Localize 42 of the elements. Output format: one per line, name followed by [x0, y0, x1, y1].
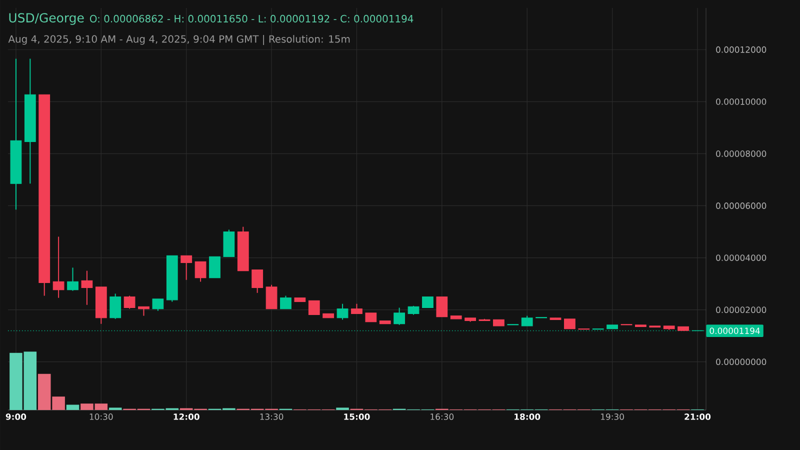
chart-title: USD/George [9, 13, 84, 25]
y-tick-label: 0.00008000 [716, 150, 766, 157]
candlestick [194, 261, 206, 282]
x-tick-label: 21:00 [684, 414, 711, 420]
y-tick-label: 0.00002000 [716, 306, 766, 314]
candlestick [422, 296, 434, 308]
y-tick-label: 0.00000000 [716, 358, 766, 366]
candlestick [266, 284, 278, 310]
bar [66, 404, 80, 410]
y-tick-label: 0.00006000 [716, 202, 766, 209]
x-tick-label: 19:30 [601, 414, 624, 420]
candlestick [394, 307, 406, 326]
candlestick [564, 318, 576, 330]
candlestick [67, 267, 78, 292]
candlestick [152, 298, 164, 312]
candlestick [52, 236, 64, 298]
x-tick-label: 9:00 [6, 414, 26, 420]
candlestick [81, 270, 93, 306]
x-tick-label: 12:00 [174, 414, 200, 420]
candlestick [110, 293, 122, 320]
candlestick [138, 306, 150, 316]
ref-line-label: 0.00001194 [710, 328, 760, 334]
x-tick-label: 10:30 [90, 414, 113, 420]
annotation: O: 0.00006862 - H: 0.00011650 - L: 0.00001192 - C: 0.00001194 [90, 14, 414, 22]
x-tick-label: 15:00 [344, 414, 370, 420]
x-tick-label: 16:30 [430, 414, 454, 420]
y-tick-label: 0.00010000 [716, 98, 766, 105]
candlestick [124, 295, 136, 310]
candlestick [280, 295, 292, 310]
candlestick [351, 303, 362, 314]
candlestick [209, 256, 220, 278]
x-tick-label: 18:00 [514, 414, 540, 420]
candlestick [336, 303, 348, 320]
text: Aug 4, 2025, 9:10 AM - Aug 4, 2025, 9:04 PM GMT | Resolution: 15m [8, 34, 350, 45]
y-tick-label: 0.00004000 [716, 254, 766, 261]
x-tick-label: 13:30 [260, 414, 284, 420]
y-tick-label: 0.00012000 [716, 46, 766, 53]
candlestick [521, 315, 533, 326]
candlestick [180, 255, 192, 280]
candlestick [436, 296, 448, 318]
candlestick [252, 269, 264, 294]
candlestick [308, 300, 320, 316]
